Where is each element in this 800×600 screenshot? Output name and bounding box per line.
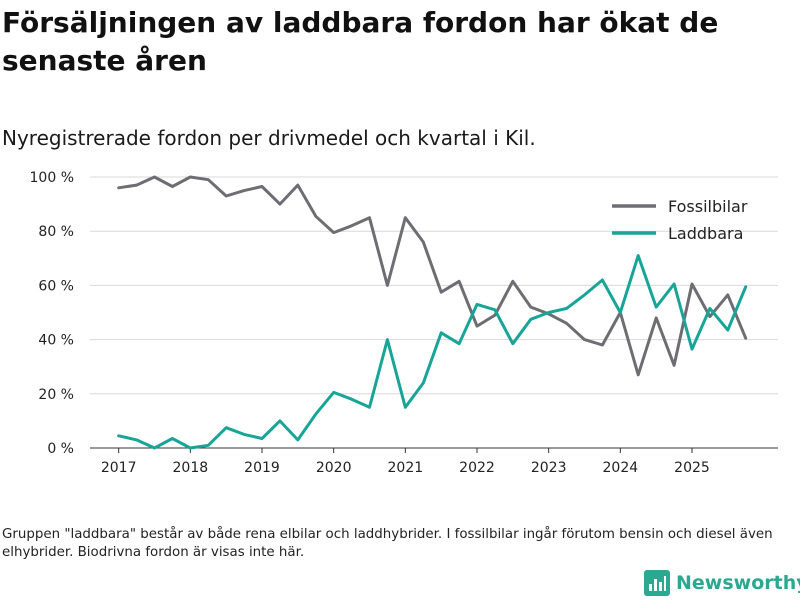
x-tick-label: 2017 bbox=[101, 460, 137, 476]
chart-title: Försäljningen av laddbara fordon har öka… bbox=[2, 6, 719, 77]
x-tick-label: 2025 bbox=[674, 460, 710, 476]
x-tick-label: 2020 bbox=[316, 460, 352, 476]
footnote: Gruppen "laddbara" består av både rena e… bbox=[2, 527, 773, 560]
x-tick-label: 2023 bbox=[531, 460, 567, 476]
legend-label: Laddbara bbox=[668, 224, 743, 243]
y-tick-label: 100 % bbox=[30, 170, 74, 186]
x-tick-label: 2018 bbox=[173, 460, 209, 476]
legend: Fossilbilar Laddbara bbox=[612, 197, 748, 243]
x-tick-label: 2021 bbox=[388, 460, 424, 476]
x-tick-label: 2024 bbox=[603, 460, 639, 476]
y-tick-label: 20 % bbox=[38, 387, 74, 403]
brand-name: Newsworthy bbox=[676, 572, 800, 594]
line-chart: 0 % 20 % 40 % 60 % 80 % 100 % 2017 2018 2019 202… bbox=[30, 170, 778, 476]
chart-subtitle: Nyregistrerade fordon per drivmedel och … bbox=[2, 126, 536, 150]
y-tick-label: 40 % bbox=[38, 333, 74, 349]
x-tick-label: 2019 bbox=[244, 460, 280, 476]
x-tick-label: 2022 bbox=[459, 460, 495, 476]
y-tick-label: 80 % bbox=[38, 224, 74, 240]
y-tick-label: 0 % bbox=[47, 441, 74, 457]
legend-label: Fossilbilar bbox=[668, 197, 748, 216]
grid-lines bbox=[90, 176, 778, 449]
x-axis: 2017 2018 2019 2020 2021 2022 2023 2024 2025 bbox=[90, 447, 778, 476]
brand-logo[interactable]: Newsworthy bbox=[644, 568, 800, 598]
newsworthy-logo-icon bbox=[644, 570, 670, 596]
series-group bbox=[117, 175, 748, 450]
series-line-fossilbilar bbox=[117, 175, 748, 377]
y-tick-label: 60 % bbox=[38, 278, 74, 294]
series-line-laddbara bbox=[117, 254, 748, 450]
y-axis: 0 % 20 % 40 % 60 % 80 % 100 % bbox=[30, 170, 74, 457]
